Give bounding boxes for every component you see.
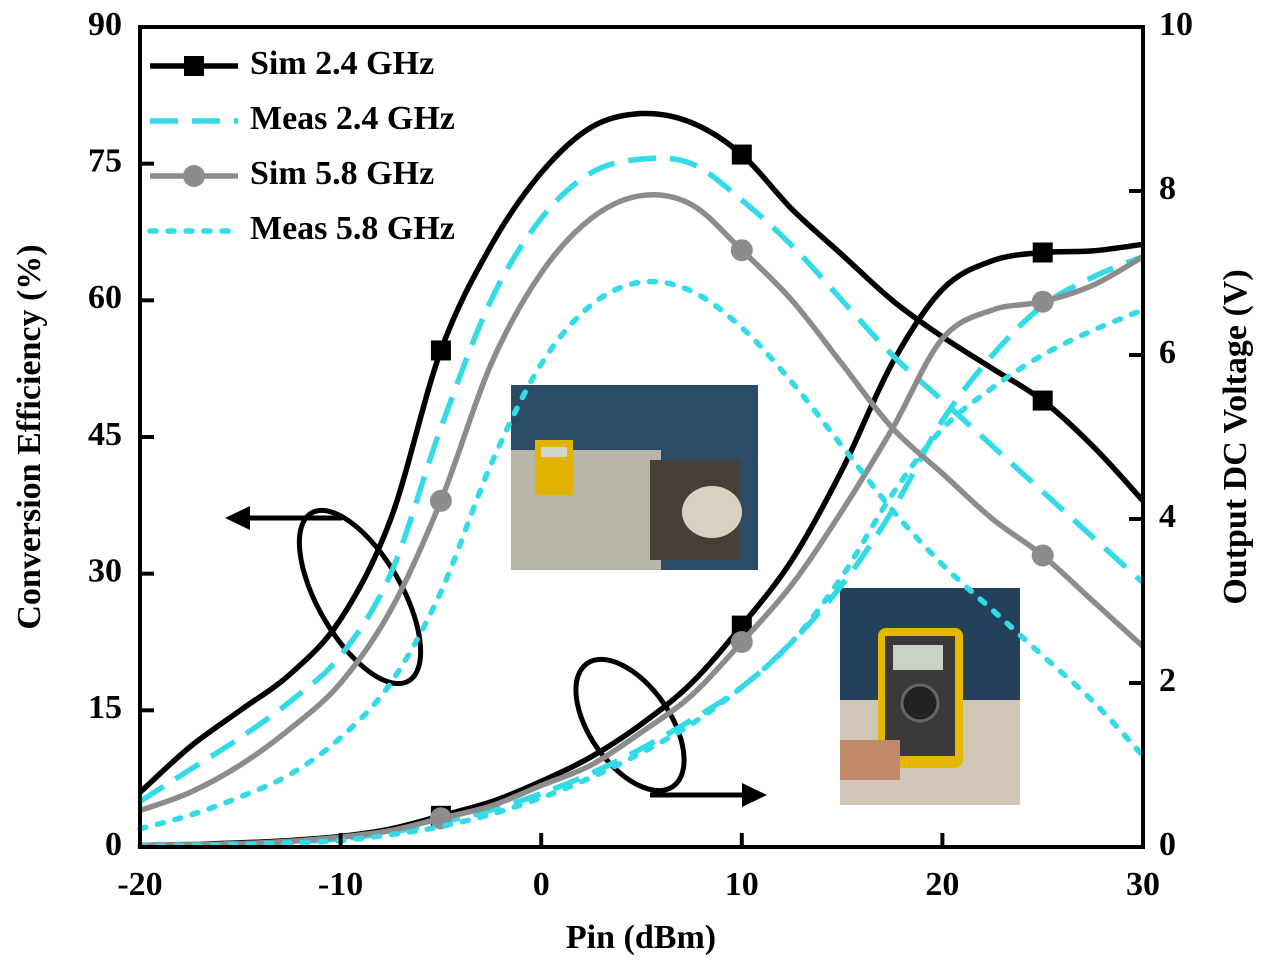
line [137,278,1146,832]
marker [429,489,452,512]
y-tick-label: 60 [88,279,122,316]
legend-label: Meas 5.8 GHz [250,210,455,247]
photo-2 [840,588,1020,805]
annotation-ellipse [296,507,424,687]
x-tick-label: -20 [117,866,162,903]
marker [730,239,753,262]
legend-label: Sim 2.4 GHz [250,45,434,82]
line [137,307,1146,849]
y-tick-label: 90 [88,6,122,43]
marker [430,340,451,361]
y2-tick-label: 2 [1159,662,1176,699]
marker [1032,242,1053,263]
x-tick-label: 10 [725,866,759,903]
annotation-ellipse [573,656,687,794]
y-tick-label: 45 [88,416,122,453]
line [138,155,1145,804]
y2-tick-label: 6 [1159,334,1176,371]
x-axis-label: Pin (dBm) [566,919,716,956]
x-tick-label: 0 [533,866,550,903]
plot-area [137,56,1146,849]
line [138,110,1146,795]
arrow-right [650,783,767,807]
y2-tick-label: 8 [1159,170,1176,207]
line [139,254,1145,849]
marker [730,631,753,653]
marker [731,144,752,165]
x-tick-label: 30 [1126,866,1160,903]
y-tick-label: 15 [88,689,122,726]
y2-tick-label: 0 [1159,826,1176,863]
x-tick-label: 20 [925,866,959,903]
arrow-left [225,506,342,530]
y2-axis-label: Output DC Voltage (V) [1217,269,1254,604]
photo-1 [511,385,758,570]
y2-tick-label: 4 [1159,498,1176,535]
x-tick-label: -10 [318,866,363,903]
legend-label: Sim 5.8 GHz [250,155,434,192]
marker [1031,544,1054,567]
marker [1031,290,1054,313]
y2-tick-label: 10 [1159,6,1193,43]
y-tick-label: 75 [88,142,122,179]
y-tick-label: 0 [105,826,122,863]
marker [1032,390,1053,411]
y-tick-label: 30 [88,552,122,589]
legend-label: Meas 2.4 GHz [250,100,455,137]
marker [731,615,752,636]
y-axis-label: Conversion Efficiency (%) [11,244,48,629]
line [139,191,1145,814]
